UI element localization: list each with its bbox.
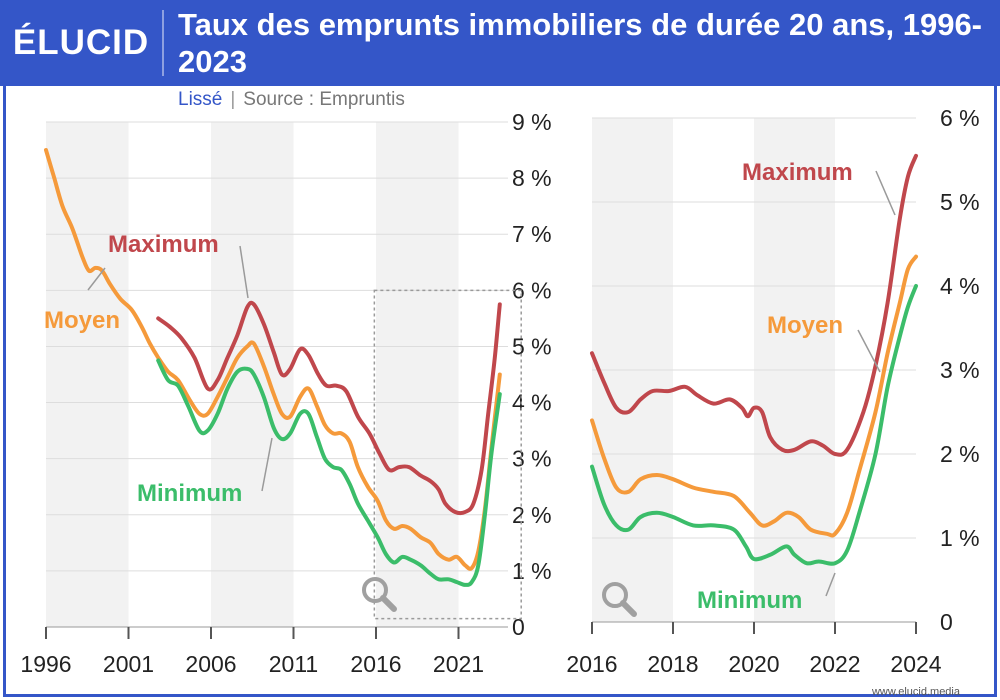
header-divider [162, 10, 164, 76]
y-tick-label: 5 % [940, 189, 980, 215]
x-tick-label: 2001 [103, 651, 154, 677]
x-tick-label: 2024 [890, 651, 941, 677]
y-tick-label: 9 % [512, 109, 552, 135]
y-tick-label: 1 % [940, 525, 980, 551]
label-leader [87, 267, 106, 291]
label-leader [875, 170, 896, 216]
subtitle-separator: | [230, 89, 236, 110]
header-banner: ÉLUCID Taux des emprunts immobiliers de … [0, 0, 1000, 86]
x-tick-label: 2006 [185, 651, 236, 677]
y-tick-label: 1 % [512, 558, 552, 584]
chart-panel-1: 0 1 % 2 % 3 % 4 % 5 % 6 % 7 % 8 % 9 % 1996 2001 2006… [20, 109, 551, 677]
x-tick-label: 2022 [809, 651, 860, 677]
label-leader [261, 437, 273, 492]
series-line-moyen [590, 254, 918, 538]
series-label-minimum: Minimum [137, 480, 242, 507]
series-label-maximum: Maximum [742, 159, 853, 186]
magnifier-icon [602, 582, 637, 617]
y-tick-label: 0 [940, 609, 953, 635]
shaded-band [46, 122, 129, 627]
chart-panel-2: 0 1 % 2 % 3 % 4 % 5 % 6 % 2016 2018 2020 2022 2024 M… [566, 105, 979, 677]
series-line-maximum [156, 300, 502, 516]
y-tick-label: 7 % [512, 221, 552, 247]
x-tick-label: 1996 [20, 651, 71, 677]
magnifier-handle [620, 600, 637, 617]
label-leader [239, 245, 249, 299]
zoom-box [373, 289, 522, 620]
source-label: Source : Empruntis [243, 89, 405, 110]
magnifier-lens [602, 582, 628, 608]
magnifier-handle [380, 595, 397, 612]
x-tick-label: 2021 [433, 651, 484, 677]
y-tick-label: 0 [512, 614, 525, 640]
series-label-maximum: Maximum [108, 231, 219, 258]
series-line-minimum [156, 358, 502, 587]
x-tick-label: 2016 [350, 651, 401, 677]
label-leader [857, 329, 881, 373]
elucid-logo: ÉLUCID [12, 23, 150, 62]
y-tick-label: 4 % [512, 390, 552, 416]
series-line-minimum [590, 284, 918, 566]
y-tick-label: 3 % [940, 357, 980, 383]
series-label-moyen: Moyen [767, 312, 843, 339]
x-tick-label: 2011 [269, 651, 318, 677]
y-tick-label: 2 % [512, 502, 552, 528]
series-line-moyen [44, 148, 502, 571]
y-tick-label: 4 % [940, 273, 980, 299]
label-leader [825, 572, 836, 597]
chart-subtitle: Lissé | Source : Empruntis [178, 89, 405, 111]
series-line-maximum [590, 153, 918, 457]
y-tick-label: 8 % [512, 165, 552, 191]
series-label-moyen: Moyen [44, 307, 120, 334]
y-tick-label: 5 % [512, 333, 552, 359]
footer-url: www.elucid.media [871, 686, 960, 698]
x-tick-label: 2016 [566, 651, 617, 677]
chart-title: Taux des emprunts immobiliers de durée 2… [178, 7, 983, 79]
y-tick-label: 6 % [940, 105, 980, 131]
y-tick-label: 2 % [940, 441, 980, 467]
shaded-band [376, 122, 459, 627]
smoothed-label: Lissé [178, 89, 223, 110]
magnifier-lens [362, 577, 388, 603]
magnifier-icon [362, 577, 397, 612]
series-label-minimum: Minimum [697, 587, 802, 614]
y-tick-label: 3 % [512, 446, 552, 472]
x-tick-label: 2018 [647, 651, 698, 677]
y-tick-label: 6 % [512, 277, 552, 303]
x-tick-label: 2020 [728, 651, 779, 677]
